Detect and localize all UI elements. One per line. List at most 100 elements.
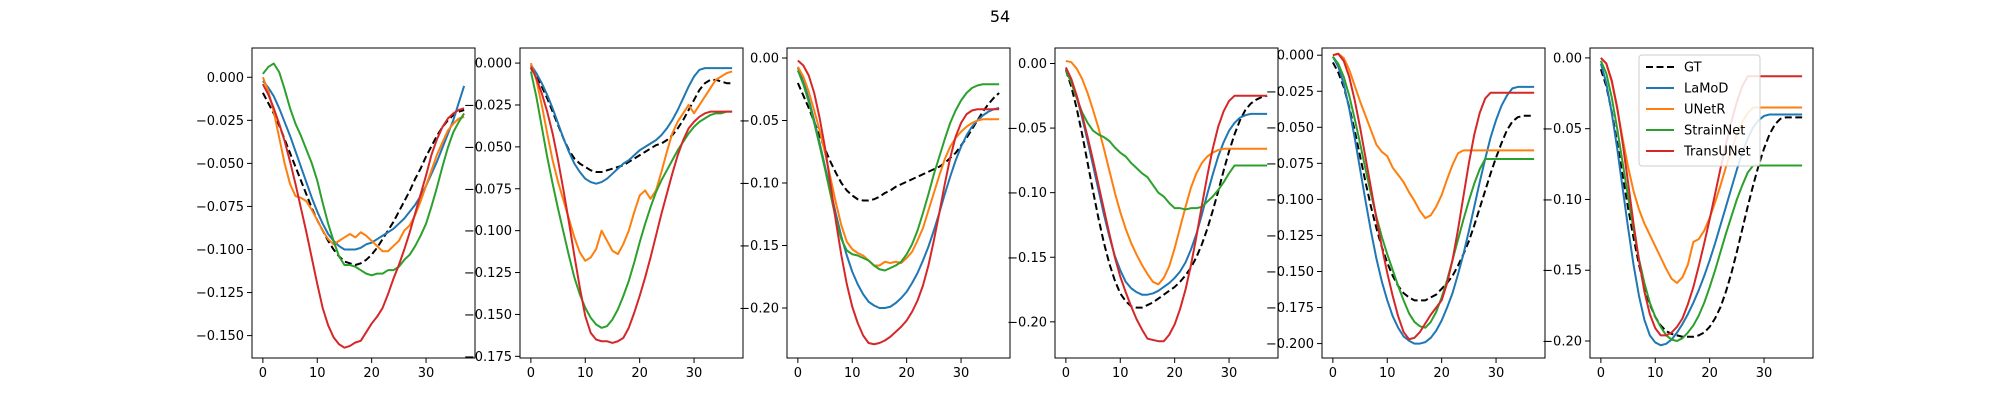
y-tick-label: −0.150 xyxy=(196,329,244,344)
series-line xyxy=(1600,57,1803,284)
y-tick-label: −0.15 xyxy=(739,239,779,254)
y-tick-label: −0.125 xyxy=(1266,229,1314,244)
x-tick-label: 30 xyxy=(686,366,703,381)
y-tick-label: −0.05 xyxy=(739,114,779,129)
x-tick-label: 20 xyxy=(1433,366,1450,381)
x-tick-label: 10 xyxy=(577,366,594,381)
x-tick-label: 20 xyxy=(363,366,380,381)
y-tick-label: −0.025 xyxy=(464,98,512,113)
subplot-3: 0 10 20 30 0.00 −0.05 −0.10 −0.15 −0.20 xyxy=(739,47,1011,381)
series-line xyxy=(1599,63,1803,347)
x-tick-label: 10 xyxy=(844,366,861,381)
y-tick-label: −0.075 xyxy=(1266,157,1314,172)
subplot-2: 0 10 20 30 0.000 −0.025 −0.050 −0.075 −0.100 −0.1… xyxy=(464,47,744,381)
axes-frame xyxy=(251,47,476,359)
axes-frame xyxy=(786,47,1011,359)
x-tick-label: 10 xyxy=(309,366,326,381)
series-line xyxy=(796,82,1000,202)
series-line xyxy=(1064,66,1268,343)
y-tick-label: −0.150 xyxy=(464,308,512,323)
series-line xyxy=(1064,69,1268,309)
series-line xyxy=(261,83,465,349)
subplot-5: 0 10 20 30 0.000 −0.025 −0.050 −0.075 −0.100 −0.1… xyxy=(1266,47,1546,381)
y-tick-label: −0.20 xyxy=(1542,335,1582,350)
x-tick-label: 10 xyxy=(1647,366,1664,381)
y-tick-label: −0.15 xyxy=(1007,251,1047,266)
x-tick-label: 20 xyxy=(1701,366,1718,381)
y-tick-label: −0.100 xyxy=(464,224,512,239)
axes-frame xyxy=(1054,47,1279,359)
series-line xyxy=(1064,69,1268,211)
y-tick-label: −0.125 xyxy=(196,286,244,301)
y-tick-label: 0.00 xyxy=(1018,57,1047,72)
x-tick-label: 0 xyxy=(527,366,535,381)
series-line xyxy=(530,64,733,185)
x-tick-label: 20 xyxy=(1166,366,1183,381)
x-tick-label: 20 xyxy=(898,366,915,381)
series-line xyxy=(1332,56,1535,329)
x-tick-label: 30 xyxy=(953,366,970,381)
series-line xyxy=(797,59,1000,346)
series-group xyxy=(1599,57,1803,347)
series-line xyxy=(797,66,1000,267)
x-tick-label: 20 xyxy=(631,366,648,381)
legend-label: TransUNet xyxy=(1683,145,1751,160)
x-tick-label: 30 xyxy=(1488,366,1505,381)
y-tick-label: −0.075 xyxy=(464,182,512,197)
y-tick-label: −0.15 xyxy=(1542,264,1582,279)
y-tick-label: −0.20 xyxy=(739,302,779,317)
subplot-4: 0 10 20 30 0.00 −0.05 −0.10 −0.15 −0.20 xyxy=(1007,47,1279,381)
y-tick-label: 0.000 xyxy=(475,57,512,72)
x-tick-label: 0 xyxy=(1062,366,1070,381)
legend-label: UNetR xyxy=(1684,103,1725,118)
x-tick-label: 30 xyxy=(1221,366,1238,381)
y-tick-label: −0.10 xyxy=(739,177,779,192)
series-group xyxy=(1064,59,1268,343)
legend-label: GT xyxy=(1684,61,1702,76)
legend-label: LaMoD xyxy=(1684,82,1728,97)
y-tick-label: −0.050 xyxy=(464,140,512,155)
y-tick-label: 0.000 xyxy=(1277,49,1314,64)
x-tick-label: 0 xyxy=(259,366,267,381)
series-line xyxy=(1064,68,1268,296)
x-tick-label: 0 xyxy=(1597,366,1605,381)
subplot-6: 0 10 20 30 0.00 −0.05 −0.10 −0.15 −0.20 GT LaMoD UN… xyxy=(1542,47,1814,381)
x-tick-label: 0 xyxy=(1329,366,1337,381)
series-line xyxy=(1065,59,1268,286)
series-line xyxy=(529,71,733,329)
series-line xyxy=(529,62,733,262)
y-tick-label: −0.175 xyxy=(1266,301,1314,316)
y-tick-label: −0.025 xyxy=(196,114,244,129)
x-tick-label: 30 xyxy=(1756,366,1773,381)
y-tick-label: −0.075 xyxy=(196,200,244,215)
x-tick-label: 10 xyxy=(1379,366,1396,381)
series-line xyxy=(529,66,733,344)
y-tick-label: −0.050 xyxy=(1266,121,1314,136)
subplot-panels: 0 10 20 300.000−0.025−0.050−0.075−0.100−0.1… xyxy=(196,47,1814,381)
series-line xyxy=(261,76,465,253)
series-line xyxy=(796,70,1000,272)
series-line xyxy=(1331,61,1535,302)
series-line xyxy=(262,62,465,277)
series-group xyxy=(1331,52,1535,345)
y-tick-label: −0.125 xyxy=(464,266,512,281)
y-tick-label: −0.025 xyxy=(1266,85,1314,100)
figure-suptitle: 54 xyxy=(990,7,1010,26)
series-line xyxy=(261,92,465,266)
y-tick-label: −0.050 xyxy=(196,157,244,172)
axes-frame xyxy=(1589,47,1814,359)
y-tick-label: 0.000 xyxy=(207,71,244,86)
y-tick-label: −0.10 xyxy=(1007,186,1047,201)
y-tick-label: −0.20 xyxy=(1007,315,1047,330)
y-tick-label: −0.05 xyxy=(1542,122,1582,137)
series-line xyxy=(1331,56,1535,345)
series-group xyxy=(796,59,1000,346)
legend: GT LaMoD UNetR StrainNet TransUNet xyxy=(1638,54,1761,167)
y-tick-label: −0.100 xyxy=(196,243,244,258)
series-group xyxy=(529,62,733,344)
subplot-1: 0 10 20 30 0.000 −0.025 −0.050 −0.075 −0.100 −0.1… xyxy=(196,47,476,381)
legend-box xyxy=(1638,54,1761,167)
x-tick-label: 10 xyxy=(1112,366,1129,381)
legend-label: StrainNet xyxy=(1684,124,1745,139)
